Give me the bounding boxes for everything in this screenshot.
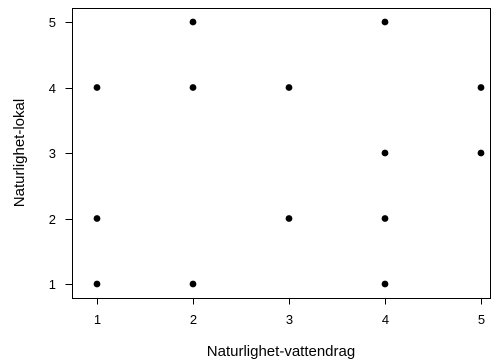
y-tick-label: 5	[49, 15, 56, 30]
data-points	[93, 18, 485, 288]
data-point	[477, 149, 485, 157]
data-point	[93, 84, 101, 91]
data-point	[381, 215, 389, 222]
data-point	[285, 215, 293, 222]
x-tick-label: 4	[382, 312, 389, 327]
x-tick-label: 3	[286, 312, 293, 327]
plot-frame	[72, 8, 491, 299]
data-point	[381, 280, 389, 288]
y-tick-label: 2	[49, 212, 56, 227]
x-axis-title: Naturlighet-vattendrag	[207, 343, 355, 360]
y-axis: 1 2 3 4 5	[49, 15, 73, 292]
y-axis-title: Naturlighet-lokal	[11, 99, 28, 207]
x-tick-label: 1	[94, 312, 101, 327]
data-point	[381, 18, 389, 26]
data-point	[93, 215, 101, 222]
y-tick-label: 1	[49, 277, 56, 292]
x-axis: 1 2 3 4 5	[94, 298, 485, 327]
x-tick-label: 5	[478, 312, 485, 327]
x-tick-label: 2	[190, 312, 197, 327]
data-point	[93, 280, 101, 288]
data-point	[189, 18, 197, 26]
data-point	[285, 84, 293, 91]
data-point	[189, 280, 197, 288]
y-tick-label: 4	[49, 81, 56, 96]
data-point	[381, 149, 389, 157]
data-point	[189, 84, 197, 91]
y-tick-label: 3	[49, 146, 56, 161]
data-point	[477, 84, 485, 91]
